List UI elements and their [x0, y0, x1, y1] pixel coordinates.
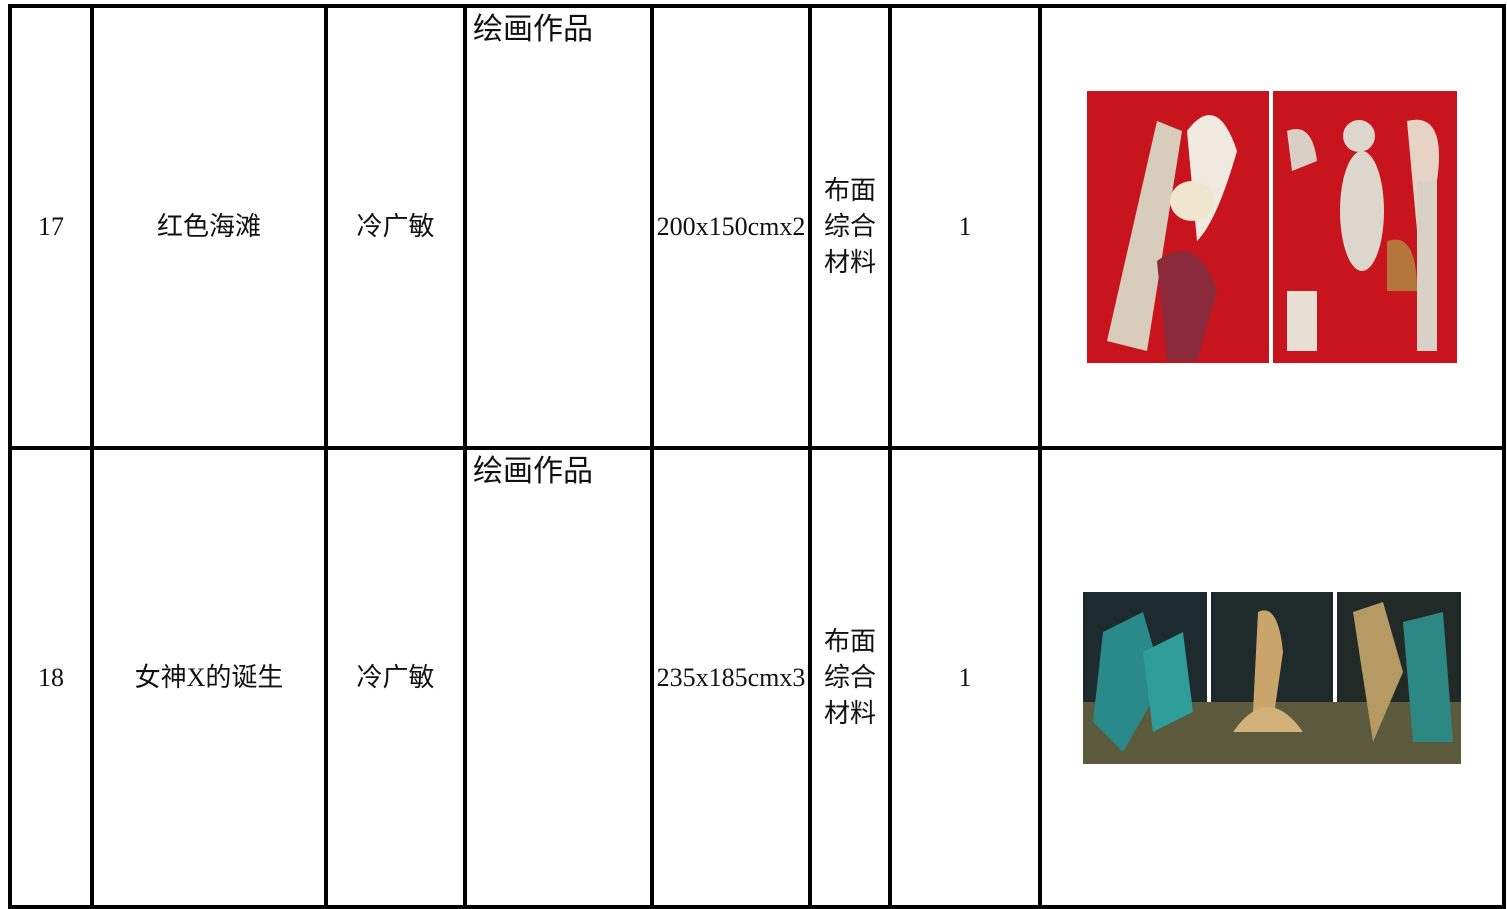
- artwork-table: 17 红色海滩 冷广敏 绘画作品 200x150cmx2 布面综合材料 1: [8, 4, 1506, 909]
- count-cell: 1: [888, 446, 1042, 909]
- table-row: 17 红色海滩 冷广敏 绘画作品 200x150cmx2 布面综合材料 1: [8, 4, 1506, 450]
- size-cell: 200x150cmx2: [650, 4, 812, 450]
- table-row: 18 女神X的诞生 冷广敏 绘画作品 235x185cmx3 布面综合材料 1: [8, 446, 1506, 909]
- artist-cell: 冷广敏: [324, 4, 467, 450]
- title-cell: 女神X的诞生: [90, 446, 328, 909]
- title-cell: 红色海滩: [90, 4, 328, 450]
- artist-cell: 冷广敏: [324, 446, 467, 909]
- image-cell: [1038, 446, 1506, 909]
- index-cell: 18: [8, 446, 94, 909]
- material-cell: 布面综合材料: [808, 4, 892, 450]
- image-cell: [1038, 4, 1506, 450]
- index-cell: 17: [8, 4, 94, 450]
- artwork-image: [1083, 591, 1461, 764]
- count-cell: 1: [888, 4, 1042, 450]
- category-cell: 绘画作品: [463, 446, 654, 909]
- material-cell: 布面综合材料: [808, 446, 892, 909]
- artwork-image: [1087, 91, 1457, 363]
- category-cell: 绘画作品: [463, 4, 654, 450]
- size-cell: 235x185cmx3: [650, 446, 812, 909]
